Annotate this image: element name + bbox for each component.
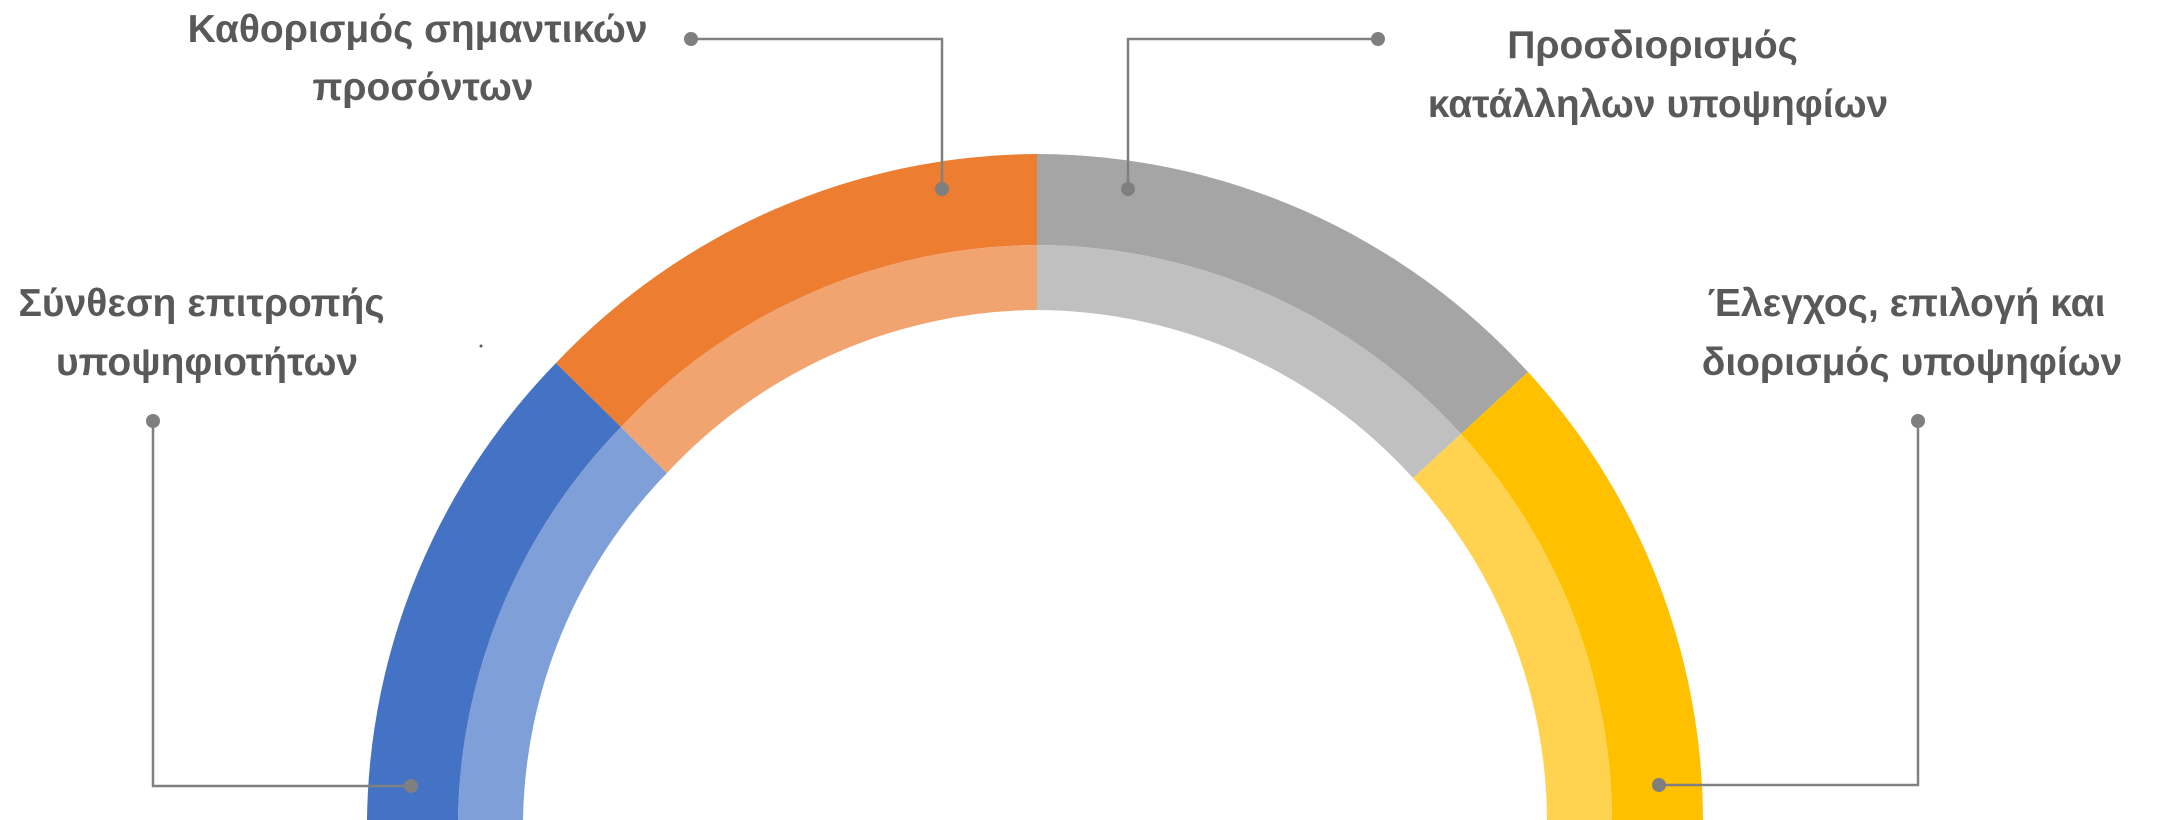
- stage-committee-label-line-1: Σύνθεση επιτροπής: [18, 282, 384, 325]
- stage-qualifications-connector: [684, 32, 949, 196]
- stage-committee-label: Σύνθεση επιτροπής υποψηφιοτήτων: [18, 282, 395, 384]
- decorative-dot: [479, 344, 483, 348]
- stage-identification-label-line-2: κατάλληλων υποψηφίων: [1428, 83, 1888, 126]
- stage-committee-outer-band: [367, 363, 621, 820]
- stage-qualifications-label: Καθορισμός σημαντικών προσόντων: [188, 8, 659, 109]
- connector-line: [691, 37, 944, 189]
- stage-identification-segment: [1037, 154, 1528, 478]
- connector-dot: [1652, 778, 1666, 792]
- stage-qualifications-segment: [556, 154, 1037, 473]
- connector-dot: [146, 414, 160, 428]
- stage-identification-outer-band: [1037, 154, 1528, 434]
- connector-line: [151, 421, 411, 788]
- stage-selection-label: Έλεγχος, επιλογή και διορισμός υποψηφίων: [1702, 282, 2123, 384]
- connector-dot: [1911, 414, 1925, 428]
- connector-line: [1659, 421, 1920, 787]
- stage-selection-connector: [1652, 414, 1925, 792]
- stage-committee-segment: [367, 363, 667, 820]
- stage-qualifications-label-line-2: προσόντων: [313, 66, 534, 109]
- stage-selection-outer-band: [1461, 372, 1703, 820]
- stage-committee-inner-band: [458, 427, 667, 820]
- connector-dot: [1121, 182, 1135, 196]
- connector-dot: [1371, 32, 1385, 46]
- stage-selection-segment: [1413, 372, 1703, 820]
- stage-qualifications-inner-band: [621, 245, 1037, 473]
- stage-selection-label-line-1: Έλεγχος, επιλογή και: [1708, 282, 2106, 325]
- stage-identification-label-line-1: Προσδιορισμός: [1507, 24, 1798, 67]
- connector-line: [1126, 37, 1378, 189]
- stage-committee-label-line-2: υποψηφιοτήτων: [56, 341, 358, 384]
- stage-qualifications-label-line-1: Καθορισμός σημαντικών: [188, 8, 648, 51]
- stage-identification-connector: [1121, 32, 1385, 196]
- stage-selection-label-line-2: διορισμός υποψηφίων: [1702, 341, 2123, 384]
- connector-dot: [935, 182, 949, 196]
- stage-identification-label: Προσδιορισμός κατάλληλων υποψηφίων: [1428, 24, 1888, 126]
- connector-dot: [684, 32, 698, 46]
- stage-committee-connector: [146, 414, 418, 793]
- stage-selection-inner-band: [1413, 434, 1612, 820]
- stage-identification-inner-band: [1037, 245, 1461, 478]
- stage-qualifications-outer-band: [556, 154, 1037, 427]
- connector-dot: [404, 779, 418, 793]
